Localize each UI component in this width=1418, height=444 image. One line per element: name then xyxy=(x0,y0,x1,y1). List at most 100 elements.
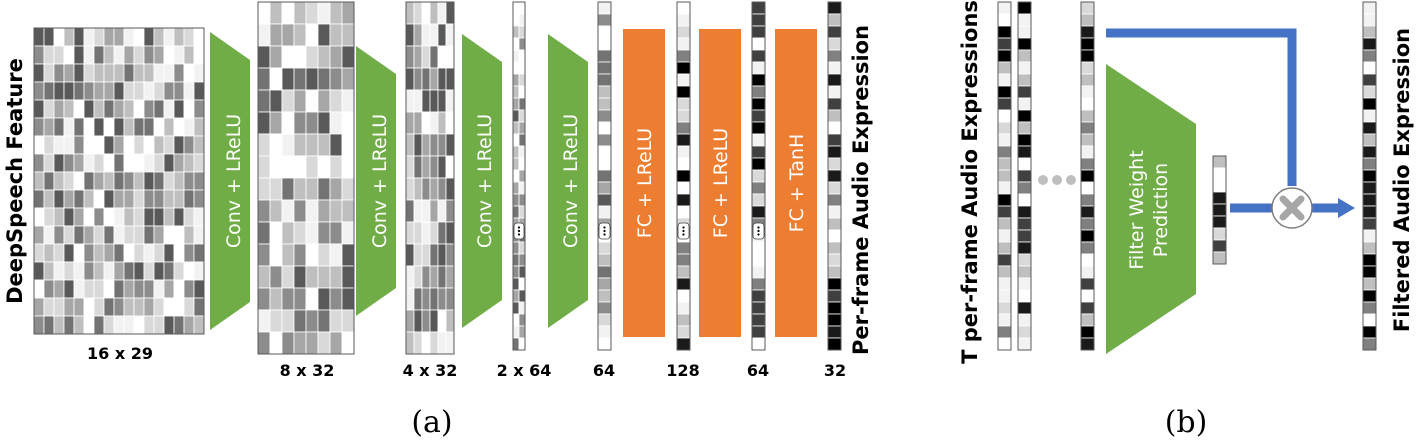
grid-cell xyxy=(512,37,520,51)
grid-cell xyxy=(512,121,520,135)
grid-cell xyxy=(751,241,766,255)
grid-cell xyxy=(293,155,307,179)
grid-cell xyxy=(53,171,65,191)
grid-cell xyxy=(103,153,115,173)
grid-cell xyxy=(341,1,355,25)
grid-cell xyxy=(43,117,55,137)
grid-cell xyxy=(163,27,175,47)
output-expression-label: Per-frame Audio Expression xyxy=(849,25,873,355)
grid-cell xyxy=(512,313,520,327)
grid-cell xyxy=(133,63,145,83)
grid-cell xyxy=(421,1,431,25)
grid-cell xyxy=(269,1,283,25)
grid-cell xyxy=(518,1,526,15)
grid-cell xyxy=(293,177,307,201)
grid-cell xyxy=(133,315,145,335)
grid-cell xyxy=(1362,109,1377,123)
grid-cell xyxy=(1362,193,1377,207)
grid-cell xyxy=(1080,121,1095,135)
grid-cell xyxy=(269,45,283,69)
grid-cell xyxy=(293,23,307,47)
grid-cell xyxy=(153,99,165,119)
grid-cell xyxy=(257,155,271,179)
grid-cell xyxy=(1017,61,1032,75)
grid-cell xyxy=(405,67,415,91)
grid-cell xyxy=(103,81,115,101)
grid-cell xyxy=(73,63,85,83)
grid-cell xyxy=(163,117,175,137)
grid-cell xyxy=(405,221,415,245)
grid-cell xyxy=(153,315,165,335)
grid-cell xyxy=(269,133,283,157)
ellipsis-dot xyxy=(603,229,606,233)
grid-cell xyxy=(257,243,271,267)
grid-cell xyxy=(93,99,105,119)
grid-border xyxy=(33,27,205,335)
grid-cell xyxy=(183,27,195,47)
grid-cell xyxy=(43,279,55,299)
grid-cell xyxy=(329,177,343,201)
grid-cell xyxy=(827,121,842,135)
grid-cell xyxy=(512,277,520,291)
dim-label-64: 64 xyxy=(593,361,615,380)
grid-cell xyxy=(676,181,691,195)
grid-cell xyxy=(257,309,271,333)
dim-label-64b: 64 xyxy=(747,361,769,380)
grid-cell xyxy=(1080,313,1095,327)
grid-cell xyxy=(1212,239,1227,253)
grid-cell xyxy=(305,331,319,355)
grid-cell xyxy=(329,221,343,245)
grid-cell xyxy=(1362,157,1377,171)
grid-cell xyxy=(676,25,691,39)
filter-weight-vector xyxy=(1212,155,1227,265)
grid-cell xyxy=(83,243,95,263)
grid-cell xyxy=(1017,169,1032,183)
grid-cell xyxy=(83,279,95,299)
grid-cell xyxy=(1362,241,1377,255)
grid-cell xyxy=(827,1,842,15)
grid-cell xyxy=(751,61,766,75)
grid-cell xyxy=(133,117,145,137)
grid-cell xyxy=(445,1,455,25)
grid-cell xyxy=(997,181,1012,195)
grid-cell xyxy=(512,181,520,195)
grid-cell xyxy=(83,63,95,83)
grid-cell xyxy=(597,181,612,195)
grid-cell xyxy=(269,221,283,245)
grid-cell xyxy=(445,177,455,201)
grid-cell xyxy=(437,1,447,25)
grid-cell xyxy=(257,265,271,289)
grid-cell xyxy=(1017,193,1032,207)
grid-cell xyxy=(257,23,271,47)
grid-cell xyxy=(597,37,612,51)
grid-cell xyxy=(518,61,526,75)
grid-border xyxy=(751,1,766,351)
output-arrowhead-icon xyxy=(1338,198,1355,218)
ellipsis-dot xyxy=(603,226,606,229)
grid-cell xyxy=(73,135,85,155)
grid-cell xyxy=(1017,289,1032,303)
grid-cell xyxy=(827,37,842,51)
grid-cell xyxy=(329,89,343,113)
grid-cell xyxy=(73,153,85,173)
grid-cell xyxy=(827,253,842,267)
grid-cell xyxy=(33,135,45,155)
feature-vector-64b xyxy=(751,1,766,351)
grid-cell xyxy=(827,169,842,183)
grid-cell xyxy=(193,135,205,155)
grid-cell xyxy=(445,309,455,333)
grid-cell xyxy=(751,37,766,51)
grid-cell xyxy=(413,331,423,355)
grid-cell xyxy=(421,89,431,113)
grid-cell xyxy=(317,1,331,25)
grid-cell xyxy=(518,85,526,99)
grid-cell xyxy=(269,265,283,289)
grid-cell xyxy=(257,111,271,135)
grid-cell xyxy=(421,199,431,223)
grid-cell xyxy=(445,133,455,157)
grid-cell xyxy=(413,199,423,223)
grid-cell xyxy=(305,45,319,69)
grid-cell xyxy=(1080,49,1095,63)
grid-cell xyxy=(183,261,195,281)
grid-cell xyxy=(123,117,135,137)
